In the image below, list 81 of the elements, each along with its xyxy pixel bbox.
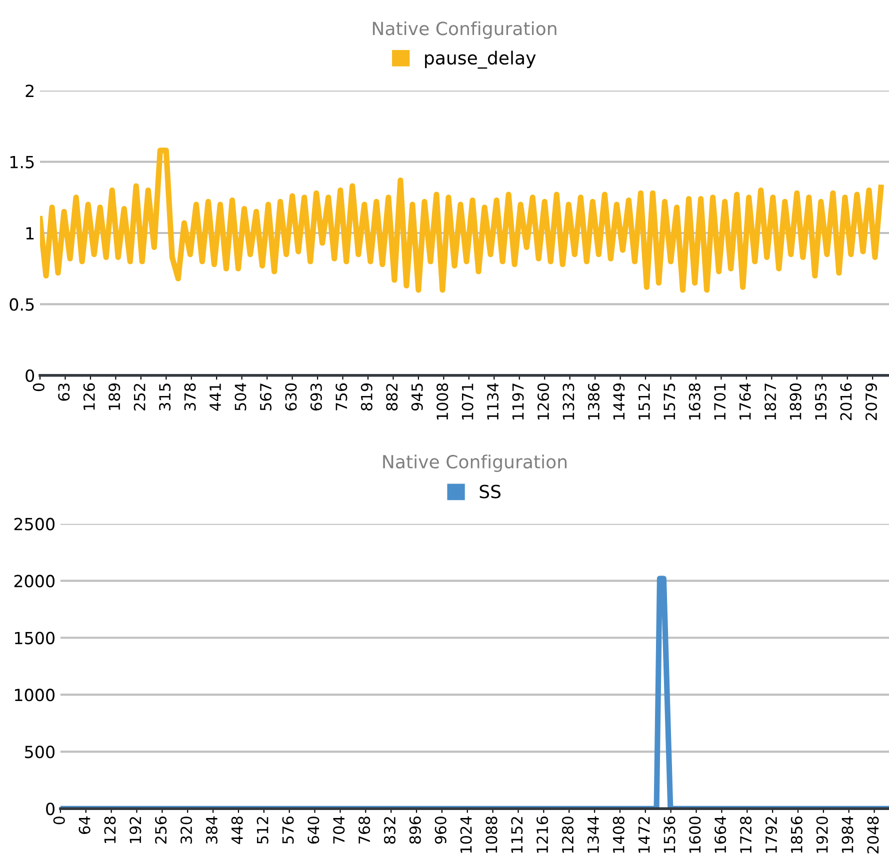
legend-label: SS [480, 484, 501, 498]
x-tick-label: 64 [78, 816, 90, 834]
legend-label: pause_delay [425, 50, 536, 69]
x-tick-label: 378 [184, 383, 196, 410]
x-tick-label: 2079 [865, 383, 878, 420]
x-tick-label: 1323 [562, 384, 574, 420]
x-tick-label: 704 [333, 816, 345, 844]
x-tick-label: 1890 [790, 383, 802, 420]
x-tick-label: 1197 [512, 384, 524, 420]
x-tick-label: 1134 [487, 383, 499, 420]
x-tick-label: 63 [58, 384, 70, 401]
x-tick-label: 1088 [486, 816, 498, 853]
x-tick-label: 1638 [688, 383, 700, 420]
x-tick-label: 1701 [714, 384, 726, 420]
x-tick-label: 1953 [815, 384, 827, 420]
chart-title: Native Configuration [383, 454, 567, 472]
x-tick-label: 512 [256, 817, 268, 844]
x-tick-label: 1386 [588, 383, 600, 420]
x-tick-label: 315 [159, 384, 171, 410]
x-tick-label: 441 [210, 384, 221, 411]
x-tick-label: 896 [409, 816, 421, 844]
y-tick-label: 0.5 [10, 298, 34, 311]
x-tick-label: 1575 [664, 384, 676, 420]
x-tick-label: 1024 [460, 816, 472, 853]
x-tick-label: 1984 [842, 816, 854, 853]
x-tick-label: 1856 [790, 816, 802, 853]
x-tick-label: 126 [83, 383, 95, 410]
x-tick-label: 0 [53, 816, 65, 824]
x-tick-label: 1728 [740, 816, 752, 853]
x-tick-label: 189 [108, 383, 120, 410]
x-tick-label: 945 [411, 384, 423, 411]
x-tick-label: 1216 [536, 816, 548, 853]
y-tick-label: 0 [26, 369, 34, 382]
chart-title: Native Configuration [372, 21, 556, 39]
x-tick-label: 448 [231, 816, 243, 844]
x-tick-label: 1792 [765, 817, 777, 853]
x-tick-label: 960 [434, 816, 446, 844]
y-tick-label: 1500 [15, 632, 54, 644]
x-tick-label: 2016 [840, 383, 852, 420]
x-tick-label: 640 [308, 816, 320, 844]
x-tick-label: 1008 [436, 383, 448, 420]
x-tick-label: 1408 [612, 816, 624, 853]
x-tick-label: 320 [180, 816, 192, 844]
x-tick-label: 1280 [562, 816, 574, 853]
x-tick-label: 252 [134, 384, 146, 410]
y-tick-label: 0 [46, 802, 54, 816]
y-tick-label: 2500 [14, 518, 54, 530]
x-tick-label: 630 [285, 383, 297, 410]
x-tick-label: 256 [155, 816, 167, 844]
x-tick-label: 1920 [816, 816, 828, 853]
y-tick-label: 1 [26, 227, 34, 240]
x-tick-label: 1664 [714, 816, 726, 853]
x-tick-label: 384 [206, 816, 218, 844]
x-tick-label: 693 [310, 384, 322, 410]
x-tick-label: 192 [130, 817, 142, 844]
x-tick-label: 1512 [638, 384, 650, 420]
y-tick-label: 1000 [15, 688, 54, 702]
x-tick-label: 2048 [867, 816, 879, 854]
x-tick-label: 1472 [638, 817, 650, 853]
x-tick-label: 1152 [511, 817, 523, 853]
x-tick-label: 1071 [462, 384, 474, 420]
y-tick-label: 1.5 [10, 156, 34, 168]
x-tick-label: 1449 [613, 383, 625, 420]
x-tick-label: 1344 [587, 816, 599, 853]
x-tick-label: 1260 [537, 383, 550, 420]
x-tick-label: 882 [386, 384, 398, 410]
x-tick-label: 832 [384, 817, 396, 844]
x-tick-label: 819 [360, 383, 372, 410]
y-tick-label: 500 [25, 746, 54, 758]
x-tick-label: 1536 [664, 816, 676, 853]
x-tick-label: 768 [358, 816, 370, 844]
x-tick-label: 1600 [689, 816, 701, 853]
x-tick-label: 1827 [764, 384, 776, 420]
x-tick-label: 567 [260, 384, 272, 410]
y-tick-label: 2 [26, 84, 34, 97]
x-tick-label: 504 [234, 383, 246, 410]
x-tick-label: 1764 [739, 383, 751, 420]
y-tick-label: 2000 [14, 574, 54, 588]
x-tick-label: 128 [104, 816, 116, 844]
x-tick-label: 576 [282, 816, 294, 844]
x-tick-label: 756 [336, 383, 348, 410]
